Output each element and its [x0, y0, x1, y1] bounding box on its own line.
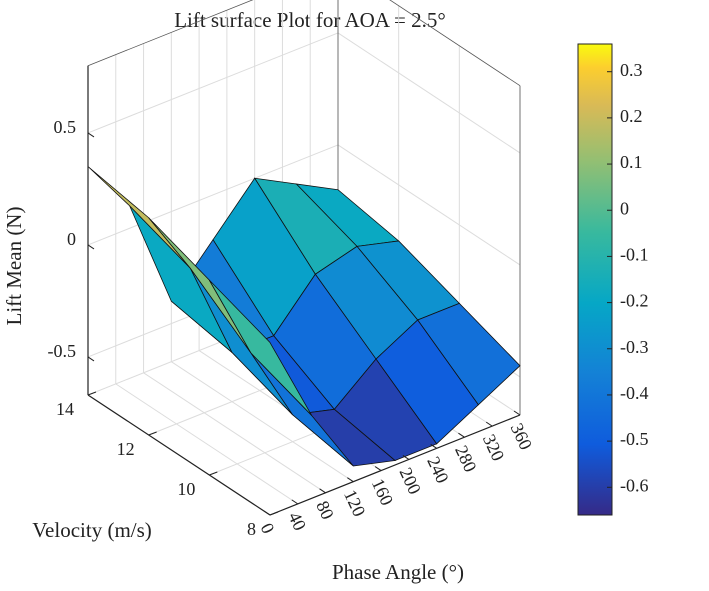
y-tick	[269, 511, 279, 516]
x-tick	[458, 432, 465, 438]
z-axis-label: Lift Mean (N)	[2, 207, 26, 326]
z-tick	[87, 356, 95, 362]
x-tick	[263, 510, 271, 516]
colorbar-tick-label: -0.4	[620, 383, 649, 403]
x-tick	[402, 455, 410, 460]
colorbar-tick-label: 0.1	[620, 152, 643, 172]
x-axis-label: Phase Angle (°)	[332, 560, 464, 584]
grid-line	[87, 144, 339, 246]
colorbar-tick-label: 0	[620, 198, 629, 218]
y-axis-label: Velocity (m/s)	[32, 518, 152, 542]
y-axis	[87, 394, 271, 516]
z-tick	[87, 132, 95, 138]
box-edge	[87, 0, 254, 67]
colorbar-tick-label: -0.6	[620, 475, 649, 495]
grid-line	[337, 32, 521, 154]
x-tick	[319, 488, 326, 494]
z-tick-label: 0.5	[54, 117, 77, 137]
z-tick	[87, 244, 95, 250]
z-tick-label: 0	[67, 229, 76, 249]
y-tick-label: 12	[117, 439, 135, 459]
colorbar-tick-label: -0.3	[620, 337, 649, 357]
y-tick	[148, 431, 157, 436]
x-tick-label: 240	[423, 453, 453, 486]
x-tick-label: 160	[368, 476, 398, 509]
z-tick-label: -0.5	[48, 341, 77, 361]
x-tick-label: 280	[451, 442, 481, 475]
x-tick-label: 0	[257, 520, 279, 537]
box-edge	[389, 0, 521, 87]
grid-line	[143, 372, 326, 494]
grid-line	[87, 32, 339, 134]
x-tick-label: 320	[479, 431, 509, 464]
x-tick-label: 360	[507, 420, 537, 453]
colorbar-tick-label: -0.5	[620, 429, 649, 449]
x-tick	[374, 466, 382, 471]
colorbar	[577, 43, 613, 516]
x-tick-label: 120	[340, 487, 370, 520]
surface-patch	[208, 279, 313, 416]
colorbar-tick-label: -0.1	[620, 245, 649, 265]
x-axis	[269, 414, 521, 516]
colorbar-tick-label: 0.3	[620, 60, 643, 80]
x-tick	[347, 477, 354, 483]
x-tick-label: 200	[396, 464, 426, 497]
colorbar-tick-label: -0.2	[620, 291, 649, 311]
y-tick	[87, 391, 97, 396]
grid-line	[337, 144, 521, 266]
y-tick-label: 10	[177, 479, 195, 499]
colorbar-tick-label: 0.2	[620, 106, 643, 126]
x-tick	[291, 499, 299, 505]
x-tick	[513, 410, 521, 416]
x-tick	[430, 443, 437, 449]
grid-line	[171, 361, 354, 483]
x-tick-label: 80	[312, 498, 338, 523]
x-tick-label: 40	[284, 509, 310, 534]
y-tick-label: 14	[56, 399, 74, 419]
x-tick	[485, 421, 493, 427]
y-tick-label: 8	[247, 519, 256, 539]
grid-line	[115, 383, 299, 505]
y-tick	[209, 471, 218, 476]
